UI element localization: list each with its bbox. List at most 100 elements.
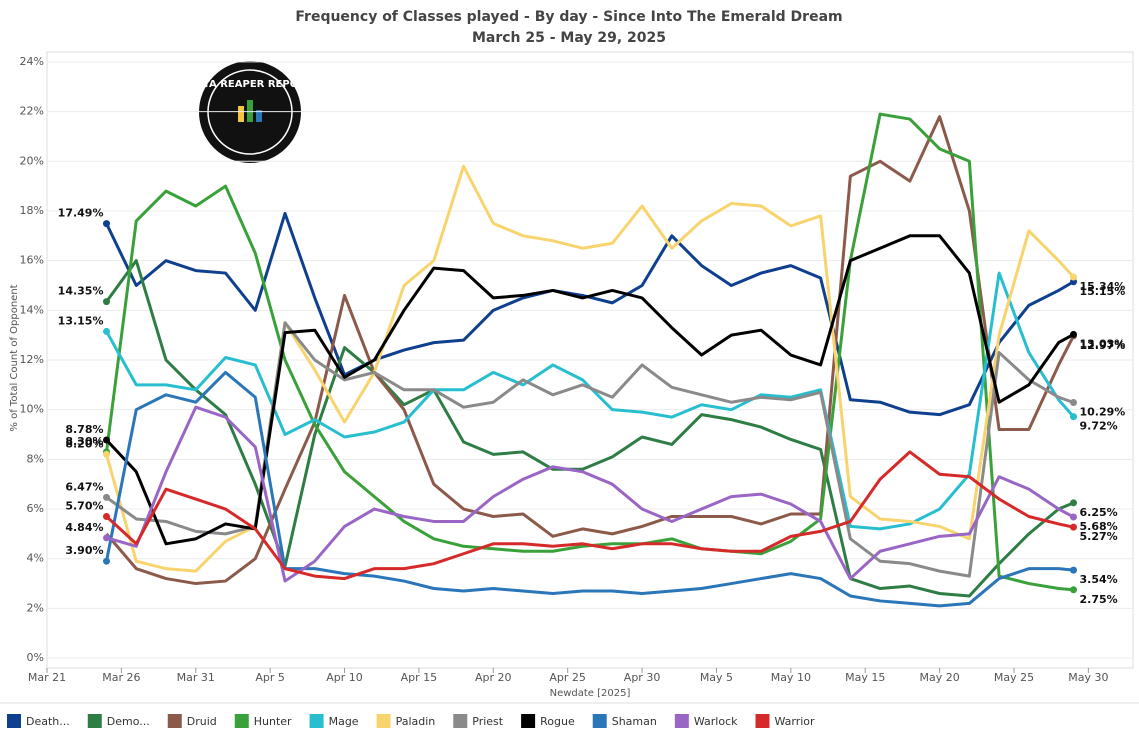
- logo-bar: [238, 106, 244, 122]
- data-label: 5.70%: [65, 499, 103, 512]
- legend-label: Druid: [187, 715, 217, 728]
- legend-label: Warlock: [694, 715, 738, 728]
- legend-label: Demo...: [107, 715, 150, 728]
- y-tick-label: 10%: [20, 403, 44, 416]
- x-tick-label: Apr 15: [401, 671, 438, 684]
- legend-item: Demo...: [87, 714, 150, 728]
- legend-item: Priest: [453, 714, 504, 728]
- chart-title: Frequency of Classes played - By day - S…: [295, 9, 842, 25]
- x-tick-label: Apr 5: [255, 671, 285, 684]
- end-point: [1069, 523, 1077, 531]
- data-label: 8.30%: [65, 435, 103, 448]
- logo-bar: [256, 110, 262, 122]
- legend-label: Hunter: [254, 715, 292, 728]
- series-line: [105, 164, 1075, 573]
- data-label: 3.54%: [1079, 573, 1117, 586]
- end-point: [103, 327, 111, 335]
- legend-swatch: [309, 714, 324, 728]
- legend-swatch: [674, 714, 689, 728]
- data-label: 6.25%: [1079, 506, 1117, 519]
- end-point: [103, 298, 111, 306]
- end-point: [1069, 586, 1077, 594]
- series-line: [105, 211, 1075, 417]
- data-label: 15.34%: [1079, 280, 1125, 293]
- end-point: [103, 450, 111, 458]
- legend-label: Rogue: [540, 715, 575, 728]
- data-label: 8.78%: [65, 423, 103, 436]
- legend-label: Mage: [329, 715, 359, 728]
- y-tick-label: 16%: [20, 254, 44, 267]
- end-point: [103, 512, 111, 520]
- end-point: [1069, 499, 1077, 507]
- legend-swatch: [7, 714, 21, 728]
- data-label: 8.20%: [65, 437, 103, 450]
- end-point: [103, 436, 111, 444]
- y-tick-label: 6%: [27, 502, 44, 515]
- series-line: [105, 450, 1074, 581]
- data-label: 12.97%: [1079, 339, 1125, 352]
- legend-label: Paladin: [396, 715, 436, 728]
- legend-label: Shaman: [612, 715, 657, 728]
- end-point: [1069, 566, 1077, 574]
- legend-swatch: [167, 714, 182, 728]
- end-point: [103, 534, 111, 542]
- x-tick-label: Apr 30: [624, 671, 661, 684]
- x-tick-label: Mar 26: [102, 671, 140, 684]
- x-tick-label: May 30: [1068, 671, 1108, 684]
- data-label: 9.72%: [1079, 420, 1117, 433]
- legend-item: Rogue: [521, 714, 575, 728]
- series-line: [105, 112, 1074, 592]
- end-point: [103, 557, 111, 565]
- legend-item: Shaman: [592, 714, 657, 728]
- y-axis-title: % of Total Count of Opponent: [9, 284, 20, 431]
- x-tick-label: May 10: [771, 671, 811, 684]
- legend-item: Death...: [7, 714, 70, 728]
- legend-swatch: [521, 714, 536, 728]
- legend-swatch: [234, 714, 249, 728]
- legend-label: Death...: [26, 715, 70, 728]
- end-point: [1069, 513, 1077, 521]
- x-tick-label: May 5: [700, 671, 733, 684]
- x-tick-label: Mar 21: [28, 671, 66, 684]
- data-label: 3.90%: [65, 544, 103, 557]
- y-tick-label: 8%: [27, 452, 44, 465]
- legend-swatch: [453, 714, 468, 728]
- y-tick-label: 12%: [20, 353, 44, 366]
- x-axis-title: Newdate [2025]: [550, 688, 631, 699]
- legend-item: Warlock: [674, 714, 738, 728]
- data-label: 5.27%: [1079, 530, 1117, 543]
- x-tick-label: May 25: [994, 671, 1034, 684]
- logo-text: DATA REAPER REPORT: [188, 79, 313, 90]
- data-label: 4.84%: [65, 521, 103, 534]
- data-label: 6.47%: [65, 480, 103, 493]
- series-line: [105, 271, 1075, 531]
- legend-item: Hunter: [234, 714, 292, 728]
- end-point: [1069, 273, 1077, 281]
- data-label: 5.68%: [1079, 520, 1117, 533]
- legend-swatch: [376, 714, 391, 728]
- legend-swatch: [87, 714, 102, 728]
- data-label: 13.15%: [58, 314, 104, 327]
- legend-item: Warrior: [755, 714, 815, 728]
- end-point: [1069, 330, 1077, 338]
- end-point: [1069, 398, 1077, 406]
- data-label: 2.75%: [1079, 593, 1117, 606]
- end-point: [1069, 413, 1077, 421]
- legend-swatch: [592, 714, 607, 728]
- x-tick-label: May 15: [845, 671, 885, 684]
- legend-item: Druid: [167, 714, 217, 728]
- series-line: [106, 405, 1075, 583]
- chart-subtitle: March 25 - May 29, 2025: [472, 30, 666, 46]
- y-tick-label: 2%: [27, 601, 44, 614]
- y-tick-label: 22%: [20, 105, 44, 118]
- x-tick-label: Apr 10: [326, 671, 363, 684]
- data-label: 14.35%: [58, 285, 104, 298]
- end-point: [103, 493, 111, 501]
- legend-label: Warrior: [774, 715, 815, 728]
- legend-label: Priest: [472, 715, 504, 728]
- x-tick-label: May 20: [919, 671, 959, 684]
- data-label: 17.49%: [58, 207, 104, 220]
- data-label: 10.29%: [1079, 405, 1125, 418]
- x-tick-label: Apr 20: [475, 671, 512, 684]
